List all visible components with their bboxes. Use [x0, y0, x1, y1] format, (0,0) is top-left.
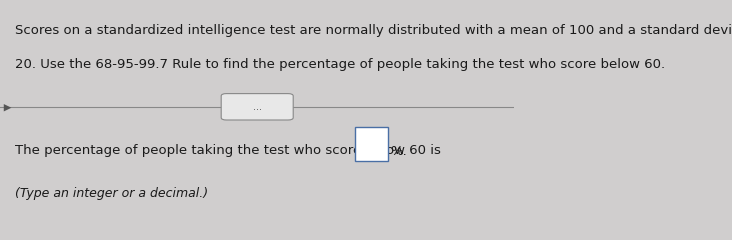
- Text: ▲: ▲: [3, 103, 12, 111]
- FancyBboxPatch shape: [355, 127, 389, 161]
- Text: (Type an integer or a decimal.): (Type an integer or a decimal.): [15, 187, 209, 200]
- Text: Scores on a standardized intelligence test are normally distributed with a mean : Scores on a standardized intelligence te…: [15, 24, 732, 37]
- Text: The percentage of people taking the test who score below 60 is: The percentage of people taking the test…: [15, 144, 441, 157]
- Text: ...: ...: [253, 102, 262, 112]
- Text: 20. Use the 68-95-99.7 Rule to find the percentage of people taking the test who: 20. Use the 68-95-99.7 Rule to find the …: [15, 58, 665, 71]
- Text: %.: %.: [390, 145, 407, 158]
- FancyBboxPatch shape: [221, 94, 294, 120]
